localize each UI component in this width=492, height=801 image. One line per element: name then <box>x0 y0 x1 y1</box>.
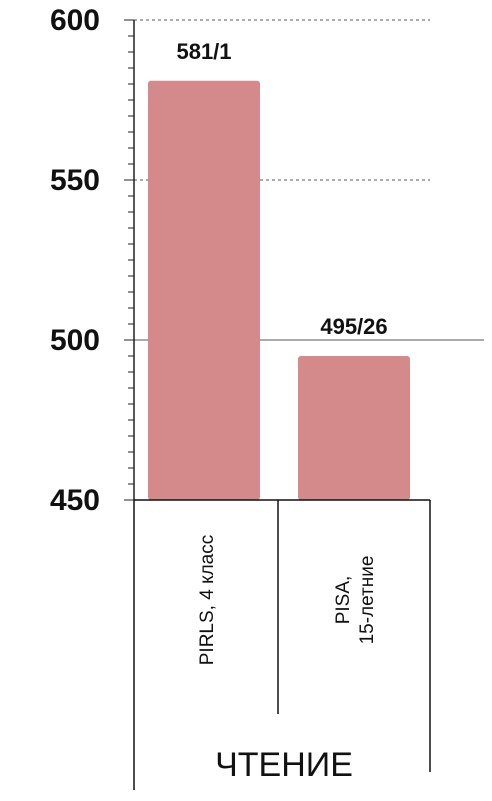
bars <box>148 80 410 501</box>
bar-2 <box>298 356 410 500</box>
labels: 581/1 495/26 600 550 500 450 PIRLS, 4 класс PIS… <box>50 4 388 784</box>
x-tick-label-line: PIRLS, 4 класс <box>197 535 218 666</box>
data-label-1: 581/1 <box>176 39 231 64</box>
x-tick-label-2: PISA, 15-летние <box>333 556 378 645</box>
data-label-2: 495/26 <box>320 314 387 339</box>
y-axis <box>124 19 431 790</box>
y-tick-label-450: 450 <box>50 484 100 517</box>
bar-1 <box>148 80 260 501</box>
y-tick-label-600: 600 <box>50 4 100 37</box>
x-tick-label-1: PIRLS, 4 класс <box>197 535 218 666</box>
group-label: ЧТЕНИЕ <box>215 746 353 784</box>
y-tick-label-500: 500 <box>50 324 100 357</box>
y-tick-label-550: 550 <box>50 164 100 197</box>
x-tick-label-line: 15-летние <box>357 556 378 645</box>
x-tick-label-line: PISA, <box>333 576 354 625</box>
